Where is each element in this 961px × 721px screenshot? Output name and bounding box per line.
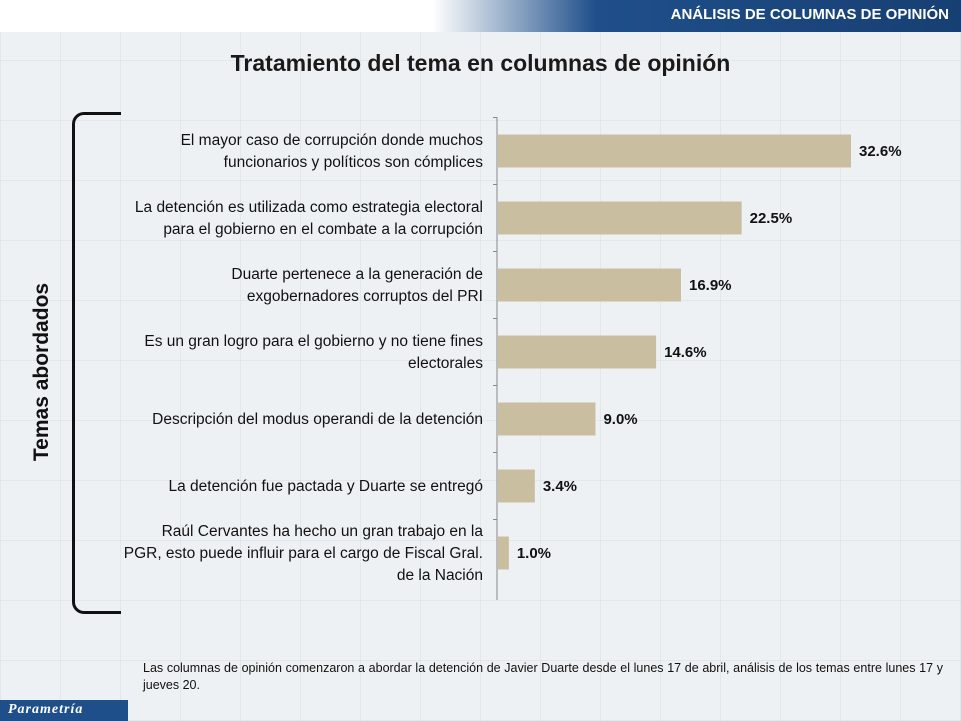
- bar-value-label-1: 32.6%: [859, 143, 902, 160]
- category-label-6: La detención fue pactada y Duarte se ent…: [168, 478, 483, 495]
- category-label-3: Duarte pertenece a la generación de exgob…: [231, 266, 483, 305]
- bar-value-label-7: 1.0%: [517, 545, 551, 562]
- bar-value-label-2: 22.5%: [750, 210, 793, 227]
- bar-2: [498, 201, 742, 235]
- bar-5: [498, 402, 596, 436]
- bar-value-label-4: 14.6%: [664, 344, 707, 361]
- bar-value-label-5: 9.0%: [603, 411, 637, 428]
- footnote: Las columnas de opinión comenzaron a abo…: [143, 661, 943, 692]
- brand-logo-bar: Parametría: [0, 700, 128, 721]
- category-label-1: El mayor caso de corrupción donde muchos…: [181, 132, 484, 171]
- header-bar: ANÁLISIS DE COLUMNAS DE OPINIÓN: [0, 0, 961, 32]
- bar-value-label-6: 3.4%: [543, 478, 577, 495]
- bar-value-label-3: 16.9%: [689, 277, 732, 294]
- category-label-2: La detención es utilizada como estrategi…: [135, 199, 483, 238]
- brand-logo: Parametría: [8, 702, 84, 717]
- topics-bracket: [72, 112, 121, 614]
- bar-7: [498, 536, 509, 570]
- category-label-4: Es un gran logro para el gobierno y no t…: [144, 333, 483, 372]
- section-title: ANÁLISIS DE COLUMNAS DE OPINIÓN: [670, 6, 949, 23]
- chart-title: Tratamiento del tema en columnas de opin…: [230, 50, 731, 76]
- category-label-5: Descripción del modus operandi de la det…: [152, 411, 483, 428]
- category-label-7: Raúl Cervantes ha hecho un gran trabajo …: [124, 523, 484, 584]
- bar-4: [498, 335, 657, 369]
- bar-1: [498, 134, 851, 168]
- bar-chart: 32.6% El mayor caso de corrupción donde m…: [124, 117, 902, 600]
- bar-6: [498, 469, 535, 503]
- bar-3: [498, 268, 681, 302]
